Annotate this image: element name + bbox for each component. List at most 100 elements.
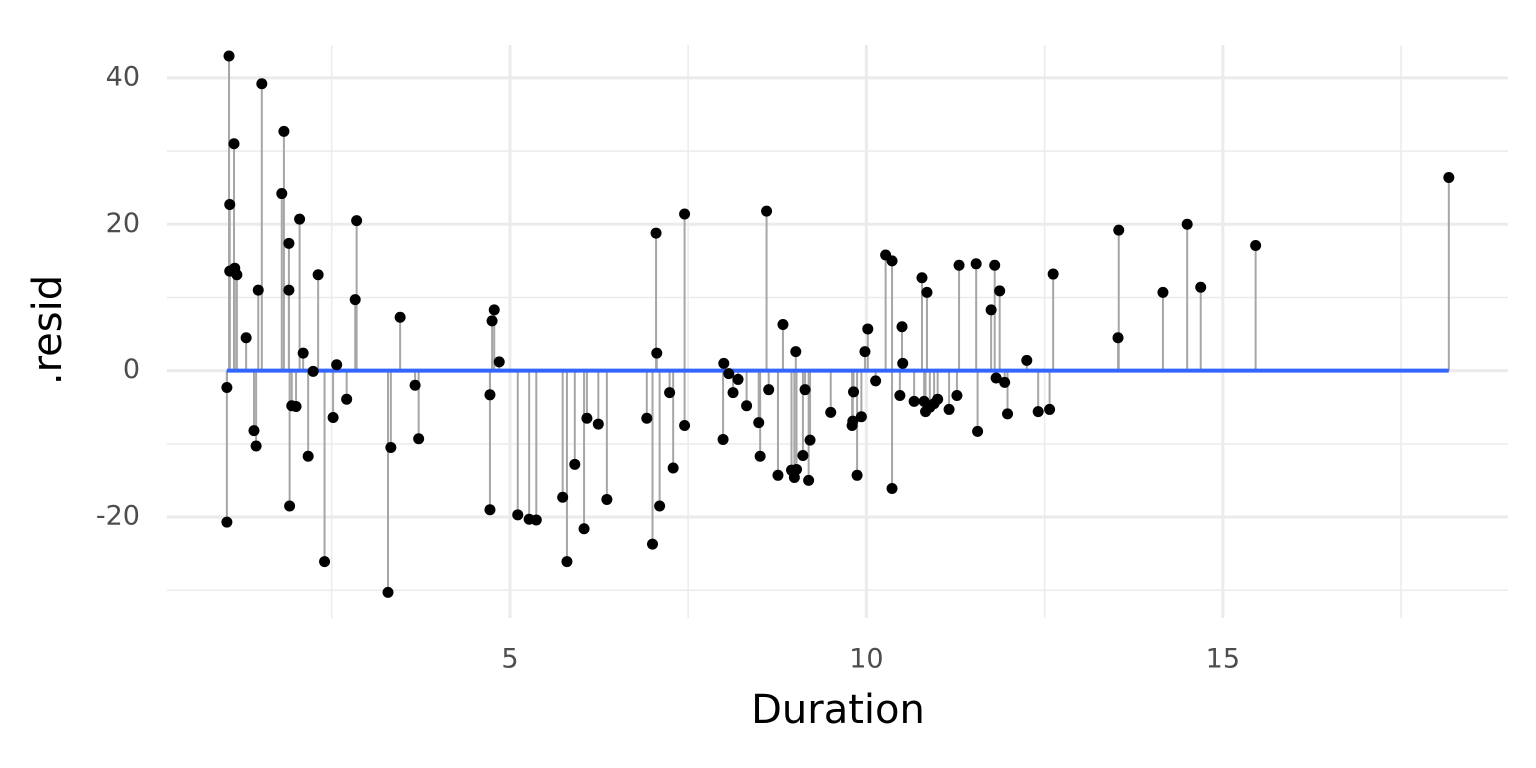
point [761,205,773,217]
point [651,347,663,359]
point [248,425,260,437]
point [763,384,775,396]
point [799,384,811,396]
point [331,359,343,371]
point [804,434,816,446]
point [1195,281,1207,293]
point [943,403,955,415]
point [341,393,353,405]
point [989,259,1001,271]
point [1044,403,1056,415]
point [641,412,653,424]
point [777,319,789,331]
point [302,450,314,462]
point [283,237,295,249]
point [307,365,319,377]
point [530,514,542,526]
point [859,346,871,358]
point [951,390,963,402]
point [897,357,909,369]
point [862,323,874,335]
point [921,286,933,298]
point [847,415,859,427]
point [717,433,729,445]
point [581,412,593,424]
point [592,418,604,430]
point [327,411,339,423]
point [1181,218,1193,230]
point [486,315,498,327]
point [284,500,296,512]
point [488,304,500,316]
y-axis-title: .resid [25,275,71,385]
point [855,411,867,423]
point [718,357,730,369]
point [754,450,766,462]
point [349,294,361,306]
point [578,523,590,535]
point [650,227,662,239]
point [283,284,295,296]
point [250,440,262,452]
point [886,255,898,267]
point [256,78,268,90]
point [932,393,944,405]
point [970,258,982,270]
point [990,372,1002,384]
point [667,462,679,474]
x-axis-title: Duration [751,687,925,733]
point [385,441,397,453]
point [1032,406,1044,418]
point [894,390,906,402]
point [772,469,784,481]
point [278,125,290,137]
point [557,491,569,503]
point [985,304,997,316]
point [228,138,240,150]
point [654,500,666,512]
point [679,420,691,432]
point [723,368,735,380]
point [382,586,394,598]
point [561,556,573,568]
point [312,269,324,281]
point [797,450,809,462]
point [276,188,288,200]
point [351,215,363,227]
point [221,381,233,393]
point [484,504,496,516]
y-tick-label: 20 [106,208,140,239]
point [790,346,802,358]
point [732,373,744,385]
point [870,375,882,387]
point [224,199,236,211]
point [908,395,920,407]
y-tick-label: 0 [123,354,140,385]
point [791,463,803,475]
point [484,389,496,401]
x-tick-label: 10 [849,644,883,675]
point [1250,240,1262,252]
point [727,387,739,399]
y-tick-label: -20 [96,501,140,532]
point [896,321,908,333]
x-tick-label: 5 [501,644,518,675]
point [569,458,581,470]
point [851,469,863,481]
point [972,425,984,437]
point [1021,354,1033,366]
point [297,347,309,359]
point [999,376,1011,388]
point [1113,224,1125,236]
point [1443,171,1455,183]
point [1112,332,1124,344]
point [953,259,965,271]
point [803,474,815,486]
point [512,509,524,521]
point [1002,408,1014,420]
point [916,272,928,284]
point [413,433,425,445]
point [223,50,235,62]
point [252,284,264,296]
